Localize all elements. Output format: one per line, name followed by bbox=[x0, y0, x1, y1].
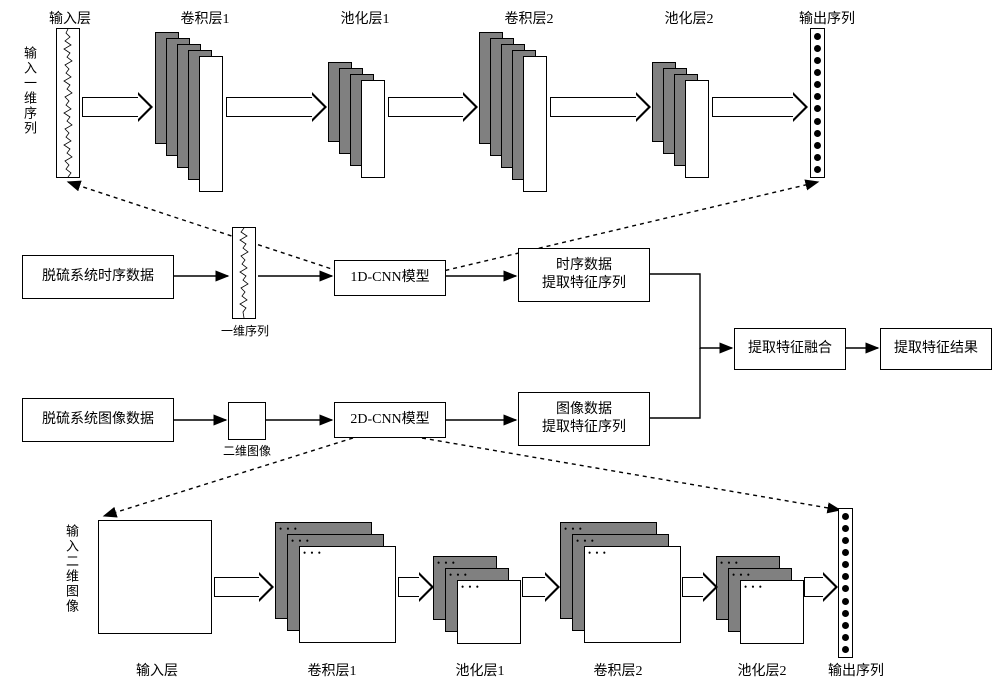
label-pool2-bot: 池化层2 bbox=[722, 660, 802, 680]
arrow-bot-3 bbox=[682, 572, 718, 602]
label-outseq-bot: 输出序列 bbox=[816, 660, 896, 680]
label-input-layer-bot: 输入层 bbox=[122, 660, 192, 680]
label-conv1-bot: 卷积层1 bbox=[292, 660, 372, 680]
out-seq-2d bbox=[838, 508, 853, 658]
label-conv2-bot: 卷积层2 bbox=[578, 660, 658, 680]
diagram-root: 输入层 卷积层1 池化层1 卷积层2 池化层2 输出序列 输入一维序列 bbox=[0, 0, 1000, 692]
arrow-bot-0 bbox=[214, 572, 274, 602]
label-pool1-bot: 池化层1 bbox=[440, 660, 520, 680]
arrow-bot-4 bbox=[804, 572, 838, 602]
arrow-bot-1 bbox=[398, 572, 434, 602]
input-2d-plane bbox=[98, 520, 212, 634]
label-input-2d-img: 输入二维图像 bbox=[62, 524, 81, 614]
arrow-bot-2 bbox=[522, 572, 560, 602]
